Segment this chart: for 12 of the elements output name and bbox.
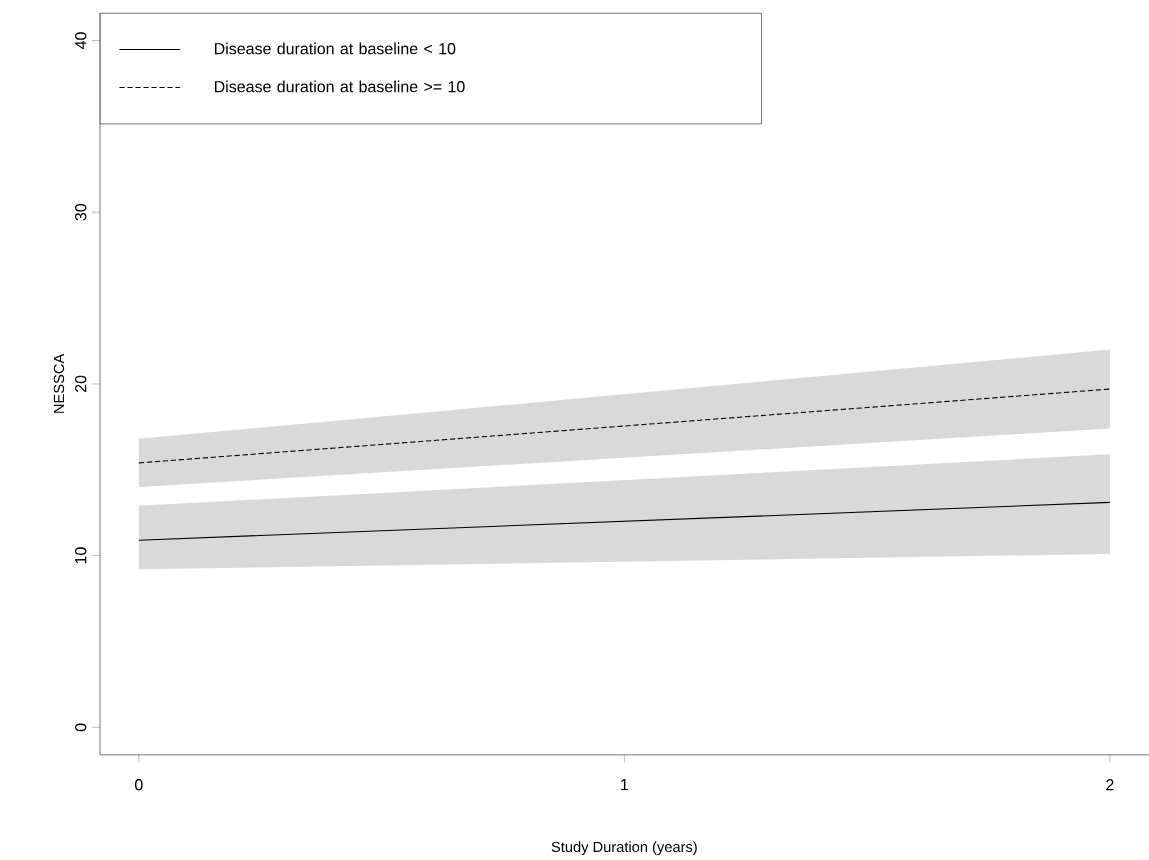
y-tick-label: 20 (75, 375, 87, 392)
y-axis-title: NESSCA (53, 353, 65, 413)
x-tick-label: 0 (135, 778, 143, 791)
y-tick-label: 0 (75, 723, 87, 732)
x-axis-title: Study Duration (years) (551, 841, 697, 855)
legend-label: Disease duration at baseline >= 10 (214, 80, 465, 93)
legend-label: Disease duration at baseline < 10 (214, 42, 456, 55)
x-tick-label: 1 (621, 778, 629, 790)
x-tick-label: 2 (1106, 778, 1114, 791)
y-tick-label: 40 (75, 32, 87, 49)
y-tick-label: 30 (75, 203, 87, 221)
y-tick-label: 10 (75, 547, 87, 564)
